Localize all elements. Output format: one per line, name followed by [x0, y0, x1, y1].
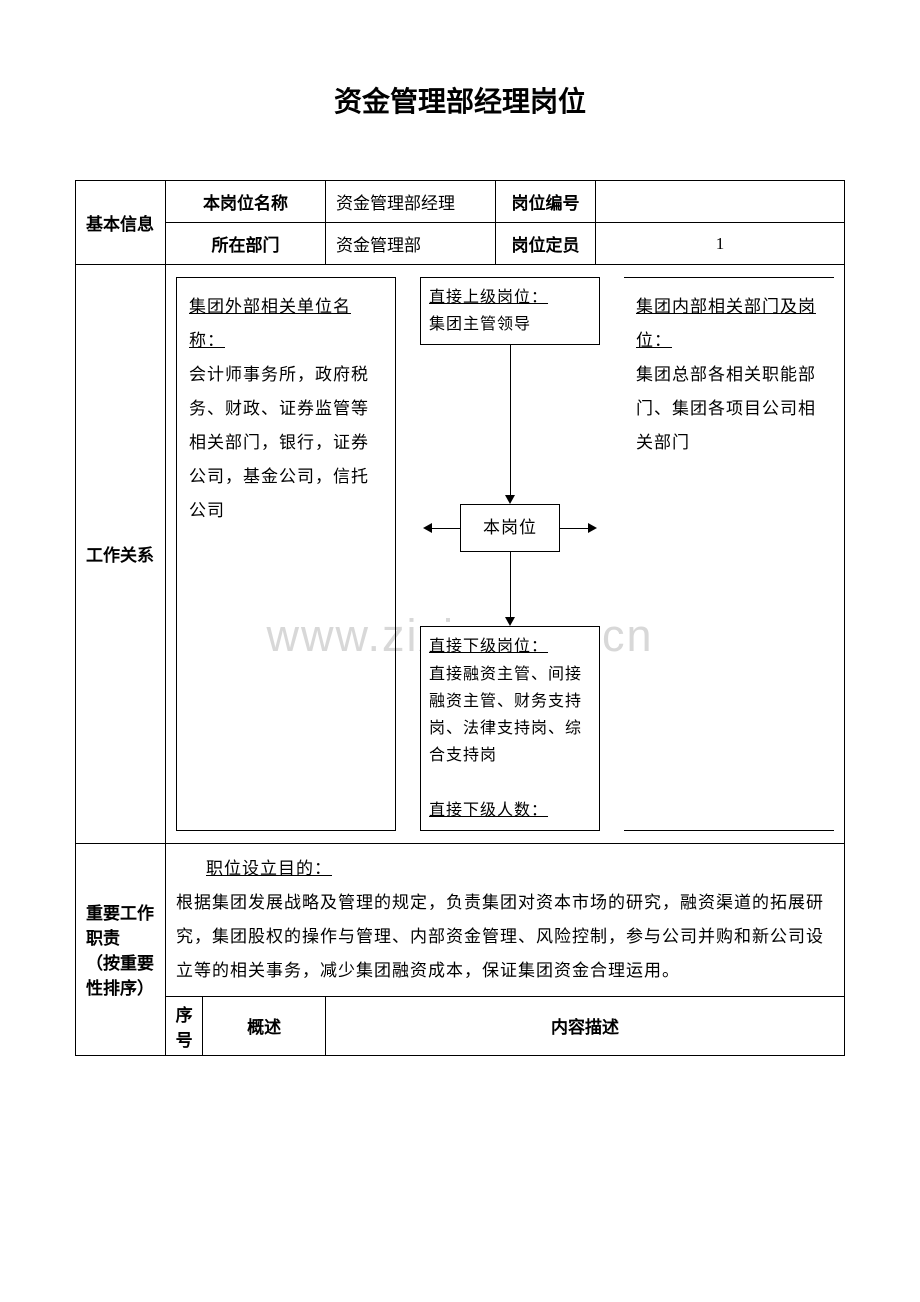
value-headcount: 1	[596, 223, 845, 265]
connector-down-1	[505, 345, 515, 504]
purpose-label: 职位设立目的：	[206, 852, 332, 886]
section-basic-info: 基本信息	[76, 181, 166, 265]
self-position-box: 本岗位	[460, 504, 560, 552]
purpose-text: 根据集团发展战略及管理的规定，负责集团对资本市场的研究，融资渠道的拓展研究，集团…	[176, 893, 824, 980]
label-headcount: 岗位定员	[496, 223, 596, 265]
section-work-relations: 工作关系	[76, 265, 166, 844]
self-position-row: 本岗位	[396, 504, 624, 552]
external-units-label: 集团外部相关单位名称：	[189, 297, 351, 350]
org-chart-column: 直接上级岗位： 集团主管领导 本岗位	[396, 277, 624, 831]
arrow-left-icon	[423, 523, 432, 533]
arrow-right-icon	[588, 523, 597, 533]
relations-diagram: 集团外部相关单位名称： 会计师事务所，政府税务、财政、证券监管等相关部门，银行，…	[176, 277, 834, 831]
external-units-text: 会计师事务所，政府税务、财政、证券监管等相关部门，银行，证券公司，基金公司，信托…	[189, 365, 369, 520]
connector-down-2	[505, 552, 515, 626]
page-title: 资金管理部经理岗位	[75, 80, 845, 120]
job-description-table: 基本信息 本岗位名称 资金管理部经理 岗位编号 所在部门 资金管理部 岗位定员 …	[75, 180, 845, 1056]
col-header-desc: 内容描述	[326, 996, 845, 1055]
external-units-box: 集团外部相关单位名称： 会计师事务所，政府税务、财政、证券监管等相关部门，银行，…	[176, 277, 396, 831]
section-duties: 重要工作职责 （按重要性排序）	[76, 843, 166, 1055]
internal-units-box: 集团内部相关部门及岗位： 集团总部各相关职能部门、集团各项目公司相关部门	[624, 277, 834, 831]
superior-label: 直接上级岗位：	[429, 289, 548, 306]
col-header-summary: 概述	[203, 996, 326, 1055]
purpose-cell: 职位设立目的： 根据集团发展战略及管理的规定，负责集团对资本市场的研究，融资渠道…	[166, 843, 845, 996]
subordinate-box: 直接下级岗位： 直接融资主管、间接融资主管、财务支持岗、法律支持岗、综合支持岗 …	[420, 626, 600, 830]
internal-units-label: 集团内部相关部门及岗位：	[636, 297, 816, 350]
value-position-code	[596, 181, 845, 223]
label-department: 所在部门	[166, 223, 326, 265]
superior-text: 集团主管领导	[429, 316, 531, 333]
value-position-name: 资金管理部经理	[326, 181, 496, 223]
subordinate-count-label: 直接下级人数：	[429, 802, 548, 819]
value-department: 资金管理部	[326, 223, 496, 265]
subordinate-text: 直接融资主管、间接融资主管、财务支持岗、法律支持岗、综合支持岗	[429, 666, 582, 765]
superior-box: 直接上级岗位： 集团主管领导	[420, 277, 600, 345]
col-header-seq: 序号	[166, 996, 203, 1055]
label-position-code: 岗位编号	[496, 181, 596, 223]
label-position-name: 本岗位名称	[166, 181, 326, 223]
subordinate-label: 直接下级岗位：	[429, 638, 548, 655]
internal-units-text: 集团总部各相关职能部门、集团各项目公司相关部门	[636, 365, 816, 452]
